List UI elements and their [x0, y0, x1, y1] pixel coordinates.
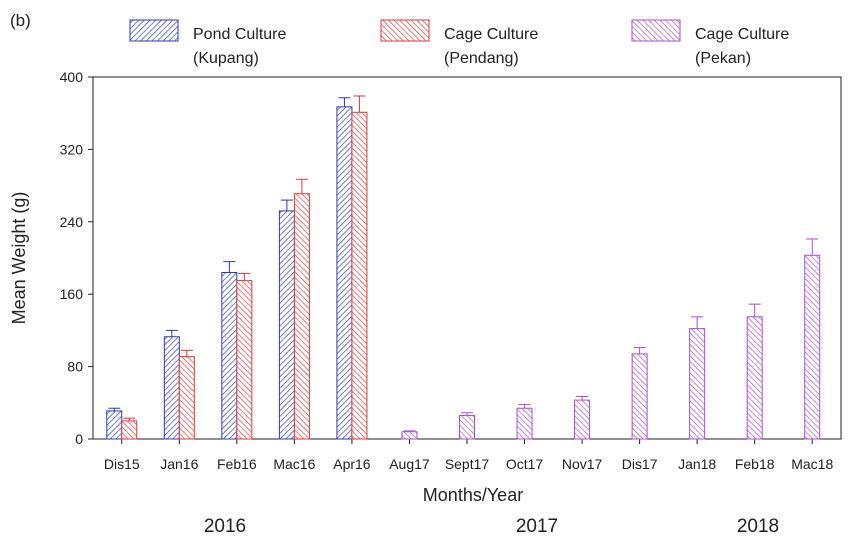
x-tick-label: Apr16 — [333, 456, 371, 472]
x-tick-label: Mac18 — [791, 456, 833, 472]
legend-item-cage-pendang: Cage Culture (Pendang) — [380, 19, 538, 67]
bar-cage-pendang — [236, 280, 253, 440]
x-tick-label: Sept17 — [445, 456, 490, 472]
y-tick-label: 80 — [67, 359, 83, 375]
legend-label-pond-kupang-line2: (Kupang) — [193, 50, 259, 67]
legend-label-cage-pendang-line2: (Pendang) — [444, 50, 519, 67]
error-bars — [108, 95, 819, 432]
y-axis-title: Mean Weight (g) — [9, 192, 29, 325]
y-tick-label: 400 — [60, 69, 84, 85]
bar-pond-kupang — [336, 106, 353, 440]
legend-label-cage-pendang-line1: Cage Culture — [444, 26, 538, 43]
bar-cage-pekan — [631, 353, 648, 440]
x-tick-label: Dis15 — [104, 456, 140, 472]
x-axis-title: Months/Year — [423, 485, 523, 505]
legend-label-cage-pekan-line1: Cage Culture — [695, 26, 789, 43]
y-tick-label: 320 — [60, 141, 84, 157]
x-tick-label: Mac16 — [273, 456, 315, 472]
x-tick-label: Feb18 — [735, 456, 775, 472]
panel-label: (b) — [10, 11, 31, 30]
x-tick-label: Dis17 — [622, 456, 658, 472]
x-tick-label: Jan16 — [160, 456, 198, 472]
y-tick-label: 0 — [75, 431, 83, 447]
bar-pond-kupang — [278, 210, 295, 440]
bar-cage-pendang — [351, 111, 368, 440]
legend-swatch-cage-pendang — [380, 19, 430, 42]
legend-item-pond-kupang: Pond Culture (Kupang) — [129, 19, 286, 67]
bars — [106, 106, 821, 440]
x-tick-label: Nov17 — [562, 456, 603, 472]
bar-cage-pendang — [178, 356, 195, 440]
legend: Pond Culture (Kupang) Cage Culture (Pend… — [129, 19, 789, 67]
bar-cage-pekan — [746, 316, 763, 440]
bar-cage-pekan — [459, 414, 475, 440]
bar-cage-pekan — [401, 431, 418, 440]
x-axis: Dis15 Jan16 Feb16 Mac16 Apr16 Aug17 Sept17 Oct1… — [104, 439, 833, 472]
legend-label-cage-pekan-line2: (Pekan) — [695, 50, 751, 67]
x-tick-label: Feb16 — [217, 456, 257, 472]
year-label-2017: 2017 — [516, 516, 558, 536]
bar-cage-pekan — [574, 399, 591, 440]
plot-frame — [92, 76, 842, 440]
bar-cage-pekan — [689, 328, 706, 440]
bar-cage-pendang — [121, 420, 138, 440]
legend-item-cage-pekan: Cage Culture (Pekan) — [631, 19, 789, 67]
bar-pond-kupang — [221, 271, 238, 440]
y-axis: 0 80 160 240 320 400 — [60, 69, 93, 447]
year-labels: 2016 2017 2018 — [204, 516, 779, 536]
legend-swatch-cage-pekan — [631, 19, 681, 42]
year-label-2016: 2016 — [204, 516, 246, 536]
legend-label-pond-kupang-line1: Pond Culture — [193, 26, 286, 43]
bar-pond-kupang — [106, 410, 123, 440]
y-tick-label: 240 — [60, 214, 84, 230]
bar-pond-kupang — [163, 336, 180, 440]
x-tick-label: Jan18 — [678, 456, 716, 472]
y-tick-label: 160 — [60, 286, 84, 302]
year-label-2018: 2018 — [737, 516, 779, 536]
legend-swatch-pond-kupang — [129, 19, 179, 42]
x-tick-label: Oct17 — [506, 456, 544, 472]
bar-cage-pekan — [804, 254, 821, 440]
x-tick-label: Aug17 — [389, 456, 430, 472]
bar-cage-pekan — [516, 407, 533, 440]
bar-cage-pendang — [293, 193, 310, 440]
